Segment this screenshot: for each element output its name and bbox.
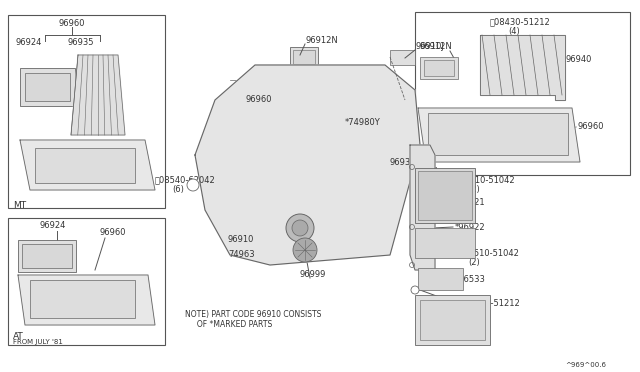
Circle shape [411,286,419,294]
Text: Ⓢ08510-51042: Ⓢ08510-51042 [455,175,516,184]
Text: Ⓢ08540-62042: Ⓢ08540-62042 [155,175,216,184]
Bar [22,244,72,268]
Text: 96940: 96940 [565,55,591,64]
Text: (2): (2) [468,308,480,317]
Text: (2): (2) [468,185,480,194]
Text: 96910: 96910 [228,235,254,244]
Circle shape [293,238,317,262]
Text: *96311: *96311 [455,320,486,329]
Text: 96960: 96960 [59,19,85,28]
Text: 96931: 96931 [390,158,417,167]
Circle shape [286,214,314,242]
Polygon shape [18,275,155,325]
Bar [18,240,76,272]
Polygon shape [71,55,125,135]
Bar [415,295,490,345]
Text: S: S [191,183,195,187]
Polygon shape [418,108,580,162]
Text: *96533: *96533 [455,275,486,284]
Text: xⓈ08513-51212: xⓈ08513-51212 [455,298,521,307]
Bar [420,57,458,79]
Text: *96921: *96921 [455,198,486,207]
Text: 96924: 96924 [15,38,42,47]
Text: 74963: 74963 [228,250,255,259]
Text: *96922: *96922 [455,223,486,232]
Bar [20,68,75,106]
Bar [415,228,475,258]
Text: MT: MT [13,201,26,210]
Bar [420,300,485,340]
Bar [8,218,165,345]
Bar [240,120,385,170]
Bar [415,12,630,175]
Text: (2): (2) [468,258,480,267]
Text: ^969^00.6: ^969^00.6 [565,362,606,368]
Text: 96910J: 96910J [415,42,444,51]
Bar [235,115,390,175]
Bar [335,130,370,148]
Polygon shape [195,65,420,265]
Text: *74980Y: *74980Y [345,118,381,127]
Bar [255,68,385,108]
Text: 96960: 96960 [245,95,271,104]
Text: *Ⓢ08510-51042: *Ⓢ08510-51042 [455,248,520,257]
Bar [415,168,475,223]
Text: Ⓢ08430-51212: Ⓢ08430-51212 [490,17,551,26]
Text: 96960: 96960 [578,122,605,131]
Bar [290,47,318,67]
Bar [8,15,165,208]
Text: (6): (6) [172,185,184,194]
Text: NOTE) PART CODE 96910 CONSISTS: NOTE) PART CODE 96910 CONSISTS [185,310,321,319]
Bar [418,171,472,220]
Text: (4): (4) [508,27,520,36]
Bar [424,60,454,76]
Bar [25,73,70,101]
Text: 96912N: 96912N [305,36,338,45]
Text: AT: AT [13,332,24,341]
Bar [418,268,463,290]
Text: FROM JULY '81: FROM JULY '81 [13,339,63,345]
Text: 96935: 96935 [68,38,95,47]
Text: 96999: 96999 [300,270,326,279]
Bar [390,50,415,65]
Bar [293,50,315,64]
Bar [30,280,135,318]
Polygon shape [410,145,435,270]
Text: ATM: ATM [420,167,438,176]
Text: 96912N: 96912N [420,42,452,51]
Circle shape [187,179,199,191]
Polygon shape [480,35,565,100]
Text: 96924: 96924 [40,221,67,230]
Text: OF *MARKED PARTS: OF *MARKED PARTS [185,320,272,329]
Circle shape [292,220,308,236]
Text: 96960: 96960 [100,228,127,237]
Polygon shape [20,140,155,190]
Bar [35,148,135,183]
Bar [428,113,568,155]
